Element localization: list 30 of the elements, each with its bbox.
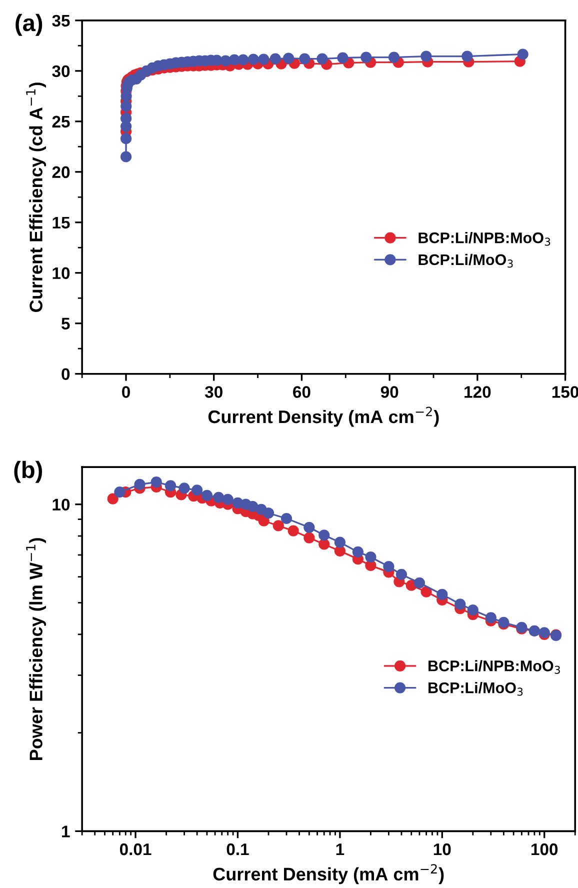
legend-label: BCP:Li/MoO$_{3}$ [428, 682, 523, 696]
y-tick-label: 30 [52, 65, 70, 78]
x-tick-label: 120 [464, 386, 491, 398]
y-tick-label: 10 [52, 498, 70, 511]
x-tick-label: 1 [336, 844, 344, 856]
y-tick-label: 5 [62, 318, 70, 330]
y-tick-label: 10 [52, 267, 70, 280]
chart-title: (a) [16, 14, 42, 36]
y-axis-title: Current Efficiency (cd A$^{−1}$) [26, 82, 46, 312]
x-tick-label: 0.01 [120, 843, 152, 856]
y-tick-label: 20 [52, 166, 70, 178]
legend-label: BCP:Li/MoO$_{3}$ [418, 254, 513, 268]
x-tick-label: 90 [380, 386, 398, 398]
chart-title: (b) [14, 460, 42, 483]
y-tick-label: 15 [52, 216, 70, 229]
y-tick-label: 35 [52, 14, 70, 27]
x-tick-label: 100 [531, 843, 558, 856]
x-tick-label: 30 [204, 386, 222, 398]
x-tick-label: 0 [122, 386, 130, 398]
y-tick-label: 0 [62, 368, 70, 380]
x-axis-title: Current Density (mA cm$^{−2}$) [208, 406, 439, 427]
y-tick-label: 1 [62, 826, 70, 838]
x-tick-label: 10 [434, 843, 451, 856]
legend-label: BCP:Li/NPB:MoO$_{3}$ [428, 660, 560, 674]
x-axis-title: Current Density (mA cm$^{−2}$) [213, 864, 444, 884]
x-tick-label: 0.1 [226, 843, 249, 856]
y-tick-label: 25 [52, 116, 70, 128]
x-tick-label: 60 [293, 386, 310, 398]
legend-label: BCP:Li/NPB:MoO$_{3}$ [418, 232, 550, 246]
y-axis-title: Power Efficiency (lm W$^{−1}$) [26, 538, 46, 760]
